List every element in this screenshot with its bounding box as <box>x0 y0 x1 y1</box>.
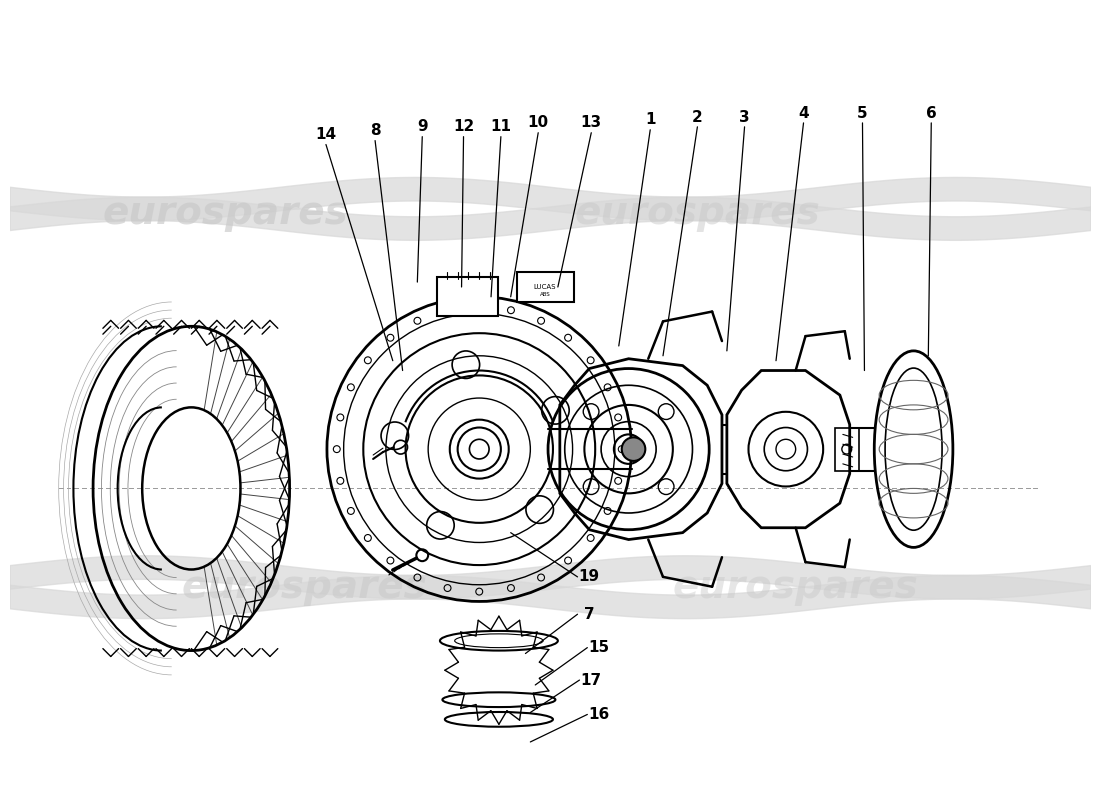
Text: eurospares: eurospares <box>103 194 349 232</box>
Text: 9: 9 <box>417 119 428 134</box>
Text: eurospares: eurospares <box>673 568 918 606</box>
Text: 4: 4 <box>799 106 808 121</box>
Text: 3: 3 <box>739 110 750 125</box>
Text: 17: 17 <box>581 673 602 687</box>
Text: 15: 15 <box>588 640 609 655</box>
Text: eurospares: eurospares <box>574 194 821 232</box>
Text: 19: 19 <box>579 570 600 584</box>
Text: 1: 1 <box>645 113 656 127</box>
FancyBboxPatch shape <box>437 277 498 317</box>
Text: 11: 11 <box>491 119 512 134</box>
Text: LUCAS: LUCAS <box>534 284 557 290</box>
Text: 2: 2 <box>692 110 703 125</box>
Text: eurospares: eurospares <box>182 568 427 606</box>
Text: 16: 16 <box>588 707 609 722</box>
Text: 6: 6 <box>926 106 936 121</box>
Text: ABS: ABS <box>540 292 550 298</box>
Circle shape <box>621 438 646 461</box>
Text: 14: 14 <box>316 127 337 142</box>
Text: 5: 5 <box>857 106 868 121</box>
Text: 13: 13 <box>581 115 602 130</box>
FancyBboxPatch shape <box>517 272 573 302</box>
Text: 12: 12 <box>453 119 474 134</box>
Text: 8: 8 <box>370 123 381 138</box>
Text: 10: 10 <box>528 115 549 130</box>
Text: 7: 7 <box>584 606 595 622</box>
